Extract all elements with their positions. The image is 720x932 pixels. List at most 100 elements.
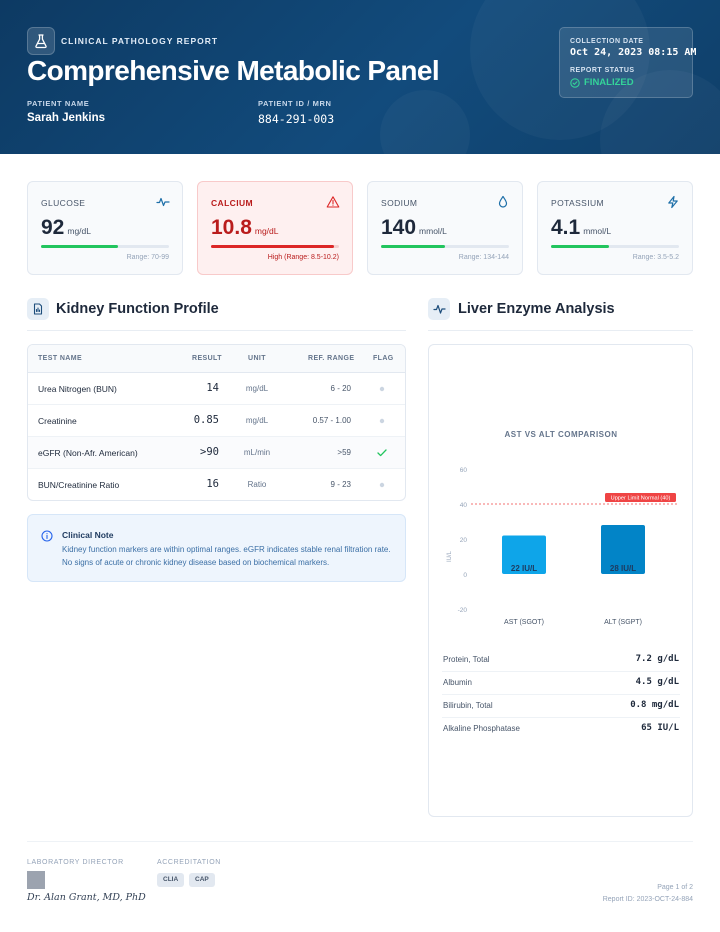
table-row: Creatinine 0.85 mg/dL 0.57 - 1.00 [28,405,405,437]
vital-value: 10.8 mg/dL [211,216,279,240]
report-status-label: REPORT STATUS [570,67,635,74]
bar-data-label: 22 IU/L [511,564,537,573]
table-row: BUN/Creatinine Ratio 16 Ratio 9 - 23 [28,469,405,500]
column-header-unit: UNIT [248,355,266,362]
reference-label-bg [605,493,676,502]
test-unit: mg/dL [245,384,269,393]
vital-range: Range: 70-99 [126,254,169,261]
accreditation-label: ACCREDITATION [157,859,221,866]
pulse-icon [156,195,170,209]
liver-test-name: Alkaline Phosphatase [443,724,520,733]
vital-unit: mmol/L [419,226,447,236]
report-header: CLINICAL PATHOLOGY REPORT Comprehensive … [0,0,720,154]
vital-level-fill [41,245,118,248]
collection-date: Oct 24, 2023 08:15 AM [570,47,697,58]
info-icon [41,530,53,542]
check-circle-icon [570,77,580,88]
column-header-test: TEST NAME [38,355,83,362]
vital-card-sodium: SODIUM 140 mmol/L Range: 134-144 [367,181,523,275]
flask-icon [27,27,55,55]
test-unit: Ratio [247,480,267,489]
test-result: 16 [206,478,219,490]
warning-icon [326,195,340,209]
normal-dot-icon [379,418,385,424]
accreditation-badge-clia: CLIA [157,873,185,887]
y-tick-label: 40 [460,502,468,509]
vital-card-glucose: GLUCOSE 92 mg/dL Range: 70-99 [27,181,183,275]
collection-date-label: COLLECTION DATE [570,38,644,45]
status-badge: FINALIZED [570,77,634,88]
note-title: Clinical Note [62,530,114,540]
test-unit: mL/min [243,448,271,457]
vital-number: 4.1 [551,216,581,239]
test-ref-range: 9 - 23 [330,480,351,489]
test-result: >90 [200,446,219,458]
y-tick-label: -20 [458,607,468,614]
vital-value: 92 mg/dL [41,216,91,240]
page-title: Comprehensive Metabolic Panel [27,55,440,86]
director-name: Dr. Alan Grant, MD, PhD [27,892,146,903]
vital-level-bar [41,245,169,248]
vital-number: 10.8 [211,216,252,239]
report-status-box: COLLECTION DATE Oct 24, 2023 08:15 AM RE… [559,27,697,98]
kidney-table: TEST NAME RESULT UNIT REF. RANGE FLAG Ur… [27,344,406,501]
liver-test-name: Albumin [443,678,472,687]
accreditation-badge-cap: CAP [189,873,215,887]
vital-label: GLUCOSE [41,198,86,208]
test-ref-range: >59 [337,448,351,457]
column-header-flag: FLAG [373,355,394,362]
test-ref-range: 0.57 - 1.00 [312,416,351,425]
test-flag [374,446,390,460]
test-name: Urea Nitrogen (BUN) [38,384,117,394]
vital-number: 140 [381,216,417,239]
vital-value: 4.1 mmol/L [551,216,611,240]
vital-range: Range: 134-144 [458,254,509,261]
vital-level-bar [211,245,339,248]
bar-alt [601,525,645,574]
x-tick-label: AST (SGOT) [504,619,544,626]
test-name: BUN/Creatinine Ratio [38,480,120,490]
column-header-result: RESULT [192,355,222,362]
vital-level-fill [381,245,445,248]
liver-panel: AST VS ALT COMPARISON -20 0 20 40 60 IU/L Upper… [428,344,693,817]
report-kicker: CLINICAL PATHOLOGY REPORT [61,36,219,46]
normal-dot-icon [379,482,385,488]
report-status: FINALIZED [584,77,634,88]
liver-section-title: Liver Enzyme Analysis [458,301,615,317]
test-unit: mg/dL [245,416,269,425]
kidney-report-icon [27,298,49,320]
test-flag [374,478,390,492]
bar-data-label: 28 IU/L [610,564,636,573]
report-id: Report ID: 2023-OCT-24-884 [602,896,693,903]
vital-value: 140 mmol/L [381,216,447,240]
vital-unit: mg/dL [67,226,91,236]
bar-ast [502,535,546,574]
header-decoration [380,90,470,154]
vital-level-fill [551,245,609,248]
chart-title: AST VS ALT COMPARISON [504,430,617,439]
y-tick-label: 0 [463,572,467,579]
patient-name-label: PATIENT NAME [27,99,90,108]
reference-label: Upper Limit Normal (40) [611,496,671,502]
test-name: Creatinine [38,416,77,426]
test-ref-range: 6 - 20 [330,384,351,393]
vital-level-fill [211,245,334,248]
column-header-range: REF. RANGE [308,355,355,362]
liver-row: Protein, Total 7.2 g/dL [442,649,680,672]
liver-test-name: Bilirubin, Total [443,701,493,710]
vital-unit: mg/dL [254,226,279,236]
test-name: eGFR (Non-Afr. American) [38,448,138,458]
vital-label: SODIUM [381,198,418,208]
liver-test-value: 0.8 mg/dL [630,700,679,710]
bolt-icon [666,195,680,209]
liver-test-value: 65 IU/L [641,723,679,733]
test-result: 14 [206,382,219,394]
patient-id: 884-291-003 [258,112,335,126]
table-header: TEST NAME RESULT UNIT REF. RANGE FLAG [28,345,405,373]
normal-dot-icon [379,386,385,392]
section-divider [428,330,693,331]
droplet-icon [496,195,510,209]
table-row: Urea Nitrogen (BUN) 14 mg/dL 6 - 20 [28,373,405,405]
liver-test-name: Protein, Total [443,655,490,664]
vital-range: Range: 3.5-5.2 [632,254,679,261]
